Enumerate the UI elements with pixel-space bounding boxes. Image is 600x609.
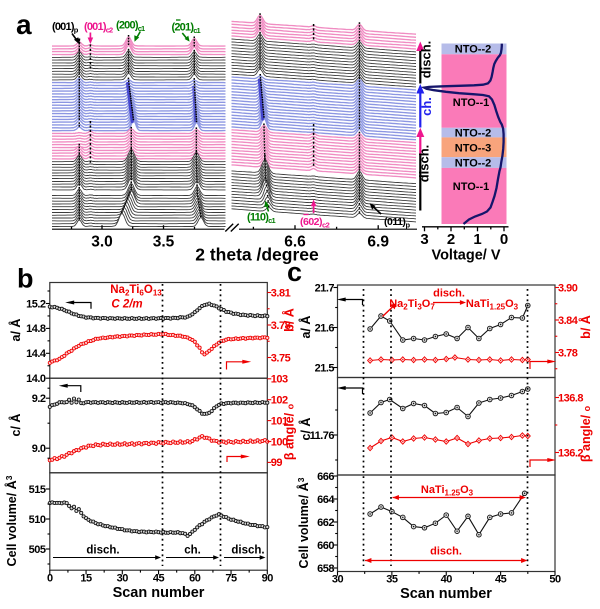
svg-text:21.5: 21.5	[315, 362, 335, 374]
svg-text:disch.: disch.	[419, 41, 434, 79]
svg-text:2: 2	[447, 231, 455, 248]
svg-text:60: 60	[189, 573, 201, 585]
svg-text:45: 45	[153, 573, 165, 585]
svg-text:3.81: 3.81	[271, 287, 291, 299]
svg-text:NTO--2: NTO--2	[455, 157, 491, 169]
svg-text:c: c	[287, 257, 302, 287]
svg-text:NaTi1.25O3: NaTi1.25O3	[421, 484, 474, 498]
svg-text:Scan number: Scan number	[113, 585, 205, 601]
svg-text:35: 35	[386, 574, 398, 586]
svg-text:136.2: 136.2	[558, 447, 583, 459]
svg-text:(011)p: (011)p	[384, 216, 410, 230]
svg-text:21.6: 21.6	[315, 322, 335, 334]
svg-text:15: 15	[80, 573, 92, 585]
svg-text:45: 45	[495, 574, 507, 586]
svg-text:Cell volume/ Å3: Cell volume/ Å3	[296, 477, 311, 568]
svg-text:9.0: 9.0	[32, 443, 46, 455]
svg-text:505: 505	[29, 544, 46, 556]
svg-text:102: 102	[271, 395, 288, 407]
svg-text:NTO--1: NTO--1	[453, 97, 489, 109]
svg-text:50: 50	[549, 574, 561, 586]
svg-text:2 theta /degree: 2 theta /degree	[195, 245, 319, 265]
svg-text:disch.: disch.	[417, 145, 432, 183]
svg-text:Cell volume/ Å3: Cell volume/ Å3	[4, 475, 19, 566]
svg-text:75: 75	[225, 573, 237, 585]
svg-text:3.78: 3.78	[271, 320, 291, 332]
svg-text:3.84: 3.84	[558, 315, 579, 327]
svg-text:Voltage/ V: Voltage/ V	[431, 248, 500, 264]
svg-text:3.90: 3.90	[558, 282, 578, 294]
svg-text:a/ Å: a/ Å	[8, 319, 23, 342]
svg-text:disch.: disch.	[231, 545, 264, 557]
svg-text:NTO--2: NTO--2	[455, 44, 491, 56]
svg-text:1: 1	[473, 231, 481, 248]
svg-text:disch.: disch.	[433, 288, 465, 300]
svg-text:3: 3	[420, 231, 428, 248]
svg-text:NTO--2: NTO--2	[455, 128, 491, 140]
svg-text:a: a	[16, 9, 32, 40]
svg-text:b: b	[17, 264, 34, 294]
svg-text:disch.: disch.	[86, 545, 119, 557]
svg-text:136.8: 136.8	[558, 392, 583, 404]
svg-text:664: 664	[317, 494, 335, 506]
svg-text:3.78: 3.78	[558, 347, 578, 359]
svg-text:ch.: ch.	[184, 545, 201, 557]
svg-text:9.2: 9.2	[32, 393, 46, 405]
svg-text:15.2: 15.2	[26, 298, 46, 310]
svg-text:0: 0	[47, 573, 53, 585]
svg-text:c/ Å: c/ Å	[298, 418, 313, 441]
svg-text:101: 101	[271, 415, 288, 427]
svg-text:658: 658	[317, 563, 334, 575]
svg-text:662: 662	[317, 517, 334, 529]
svg-text:Scan number: Scan number	[400, 586, 492, 602]
svg-text:660: 660	[317, 540, 334, 552]
svg-text:0: 0	[500, 231, 508, 248]
svg-text:6.9: 6.9	[367, 234, 389, 251]
svg-text:c/ Å: c/ Å	[8, 414, 23, 437]
svg-text:b/ Å: b/ Å	[282, 308, 297, 332]
svg-text:6.6: 6.6	[284, 234, 306, 251]
svg-text:3.75: 3.75	[271, 352, 291, 364]
svg-text:100: 100	[271, 436, 288, 448]
svg-text:40: 40	[441, 574, 453, 586]
svg-text:C 2/m: C 2/m	[111, 299, 142, 311]
svg-text:Na2Ti3O7: Na2Ti3O7	[389, 298, 435, 312]
svg-text:3.5: 3.5	[153, 234, 175, 251]
svg-text:666: 666	[317, 471, 334, 483]
svg-text:Na2Ti6O13: Na2Ti6O13	[110, 284, 162, 298]
svg-text:14.0: 14.0	[26, 373, 46, 385]
svg-text:NTO--1: NTO--1	[453, 181, 489, 193]
svg-text:515: 515	[29, 484, 46, 496]
svg-text:disch.: disch.	[430, 546, 462, 558]
svg-text:510: 510	[29, 514, 46, 526]
svg-text:30: 30	[332, 574, 344, 586]
svg-text:(001)p: (001)p	[52, 21, 79, 35]
svg-text:NTO--3: NTO--3	[455, 142, 491, 154]
svg-text:11.76: 11.76	[310, 430, 335, 442]
svg-text:3.0: 3.0	[91, 234, 113, 251]
svg-text:β angle/ o: β angle/ o	[283, 403, 297, 460]
svg-text:NaTi1.25O3: NaTi1.25O3	[466, 298, 519, 312]
svg-text:90: 90	[262, 573, 274, 585]
svg-text:21.7: 21.7	[315, 282, 335, 294]
svg-text:b/ Å: b/ Å	[578, 315, 593, 339]
svg-text:30: 30	[117, 573, 129, 585]
svg-text:99: 99	[271, 457, 283, 469]
svg-text:a/ Å: a/ Å	[298, 316, 313, 339]
svg-text:14.8: 14.8	[26, 323, 46, 335]
svg-text:14.4: 14.4	[26, 348, 47, 360]
svg-text:103: 103	[271, 374, 288, 386]
svg-text:ch.: ch.	[419, 97, 434, 116]
svg-text:β angle/ o: β angle/ o	[579, 405, 593, 462]
